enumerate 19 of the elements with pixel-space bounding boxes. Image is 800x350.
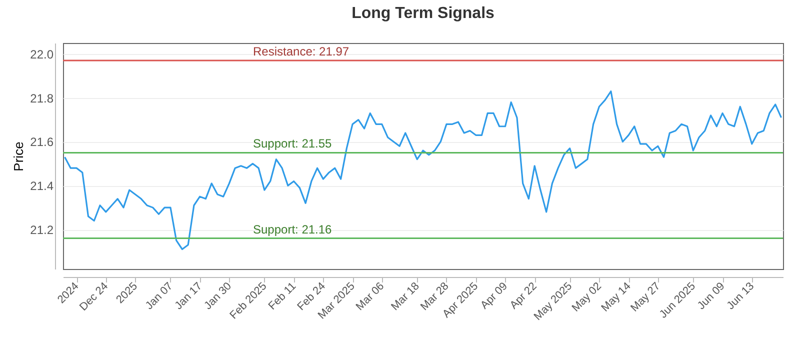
- ref-line-label: Resistance: 21.97: [253, 44, 350, 59]
- x-tick-label: Jan 17: [172, 280, 205, 312]
- y-tick-label: 21.6: [30, 135, 54, 150]
- y-tick-label: 22.0: [30, 47, 54, 62]
- x-tick-label: Jun 13: [724, 280, 757, 312]
- y-tick-label: 21.8: [30, 91, 54, 106]
- x-tick-label: Jan 07: [143, 280, 176, 312]
- x-tick-label: Apr 22: [508, 280, 540, 312]
- ref-line-label: Support: 21.55: [253, 136, 332, 151]
- x-tick-label: Apr 09: [478, 280, 510, 312]
- line-series: [64, 90, 782, 250]
- ref-line-label: Support: 21.16: [253, 222, 332, 236]
- x-tick-label: Jun 09: [695, 280, 728, 312]
- y-axis-title: Price: [11, 142, 26, 172]
- chart-title: Long Term Signals: [352, 5, 495, 22]
- x-tick-label: Mar 06: [354, 280, 387, 313]
- x-tick-label: Dec 24: [77, 280, 111, 314]
- y-tick-label: 21.4: [30, 179, 54, 194]
- y-tick-label: 21.2: [30, 223, 54, 238]
